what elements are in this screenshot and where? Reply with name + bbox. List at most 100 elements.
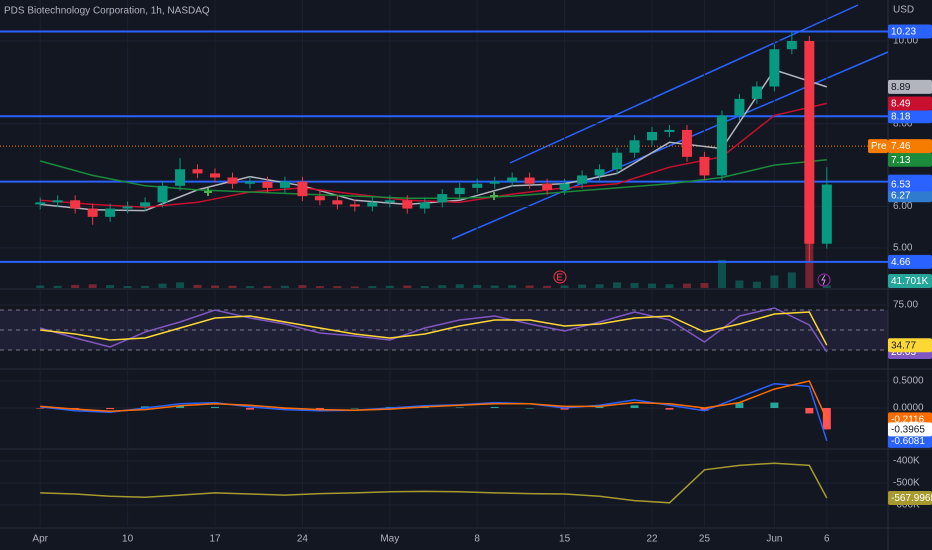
candle-body xyxy=(87,208,98,217)
candle-body xyxy=(297,181,308,197)
volume-bar xyxy=(193,284,202,288)
candle-body xyxy=(751,86,762,99)
volume-tag-bg xyxy=(888,274,932,288)
price-tag: 7.46 xyxy=(891,141,911,152)
candle-body xyxy=(524,177,535,184)
macd-histogram-bar xyxy=(36,408,45,409)
x-tick-label: 15 xyxy=(559,534,571,545)
volume-bar xyxy=(717,259,726,288)
currency-label: USD xyxy=(893,5,914,16)
candle-body xyxy=(647,132,658,141)
ma-tag: 7.13 xyxy=(891,155,911,166)
indicator-line xyxy=(40,462,828,504)
candle-body xyxy=(349,204,360,207)
volume-bar xyxy=(315,286,324,288)
y-tick-label: -600K xyxy=(893,500,920,511)
ma-tag-bg xyxy=(888,79,932,94)
macd-histogram-bar xyxy=(455,407,464,409)
macd-histogram-bar xyxy=(490,406,499,409)
marks xyxy=(0,0,888,528)
histogram-tag-bg xyxy=(888,422,932,437)
macd-histogram-bar xyxy=(630,405,639,409)
volume-bar xyxy=(543,285,552,288)
macd-histogram-bar xyxy=(315,408,324,410)
x-tick-label: 8 xyxy=(474,534,480,545)
candle-body xyxy=(507,177,518,182)
rsi-tag-bg xyxy=(888,338,932,353)
candle-body xyxy=(821,184,832,244)
histogram-tag: -0.3965 xyxy=(891,425,925,436)
volume-bar xyxy=(525,285,534,288)
volume-bar xyxy=(53,285,62,288)
volume-bar xyxy=(787,272,796,288)
level-tag: 8.18 xyxy=(891,111,911,122)
ma-tag-bg xyxy=(888,152,932,167)
candle-body xyxy=(244,181,255,184)
indicator-line xyxy=(40,158,827,199)
volume-bar xyxy=(560,285,569,288)
y-tick-label: 75.00 xyxy=(893,300,918,311)
volume-bar xyxy=(88,284,97,288)
candle-body xyxy=(559,183,570,190)
indicator-line xyxy=(40,102,827,209)
volume-bar xyxy=(420,286,429,288)
price-tag: 6.27 xyxy=(891,190,911,201)
volume-bar xyxy=(735,280,744,288)
candle-body xyxy=(279,181,290,188)
candle-body xyxy=(35,202,46,205)
candle-body xyxy=(629,140,640,153)
signal-marker xyxy=(490,192,498,200)
indicator-line xyxy=(40,382,828,442)
indicator-line xyxy=(40,380,828,420)
level-tag-bg xyxy=(888,109,932,124)
volume-bar xyxy=(473,284,482,288)
rsi-tag: 34.77 xyxy=(891,340,916,351)
ma-tag: 8.49 xyxy=(891,99,911,110)
signal-markers xyxy=(204,188,498,200)
volume-bar xyxy=(350,286,359,288)
earnings-icon-glyph xyxy=(557,273,563,281)
volume-bar xyxy=(630,283,639,288)
level-tag: 10.23 xyxy=(891,27,916,38)
macd-tag: -0.2116 xyxy=(891,415,925,426)
macd-histogram-bar xyxy=(350,408,359,409)
volume-bar xyxy=(822,285,831,288)
volume-bar xyxy=(228,285,237,288)
x-tick-label: May xyxy=(380,534,399,545)
candle-body xyxy=(210,173,221,178)
volume-bar xyxy=(595,284,604,288)
last-price-tag-bg xyxy=(888,177,932,192)
y-tick-label: 10.00 xyxy=(893,36,918,47)
macd-histogram-bar xyxy=(700,408,709,411)
candle-body xyxy=(105,208,116,217)
price-tag-prefix: Pre xyxy=(871,141,887,152)
volume-bar xyxy=(752,281,761,288)
volume-bar xyxy=(123,286,132,288)
volume-bar xyxy=(770,275,779,288)
candle-body xyxy=(437,194,448,203)
y-tick-label: 5.00 xyxy=(893,243,913,254)
y-tick-label: 0.5000 xyxy=(893,376,924,387)
x-tick-label: 24 xyxy=(297,534,309,545)
x-tick-label: 17 xyxy=(209,534,221,545)
candle-body xyxy=(402,200,413,209)
y-tick-label: 6.00 xyxy=(893,201,913,212)
volume-bar xyxy=(211,285,220,288)
candle-body xyxy=(577,175,588,184)
candle-body xyxy=(314,196,325,201)
candle-body xyxy=(664,129,675,132)
price-tag-bg xyxy=(888,139,932,154)
x-tick-label: 10 xyxy=(122,534,134,545)
volume-bar xyxy=(578,284,587,288)
candle-body xyxy=(454,187,465,195)
candle-body xyxy=(157,185,168,203)
indicator-tag: -567.996K xyxy=(891,493,932,504)
indicator-tag-bg xyxy=(888,490,932,505)
level-tag: 4.66 xyxy=(891,257,911,268)
volume-bar xyxy=(455,284,464,288)
volume-bar xyxy=(665,284,674,288)
candle-body xyxy=(786,40,797,50)
indicator-line xyxy=(39,307,828,353)
volume-bar xyxy=(385,285,394,288)
